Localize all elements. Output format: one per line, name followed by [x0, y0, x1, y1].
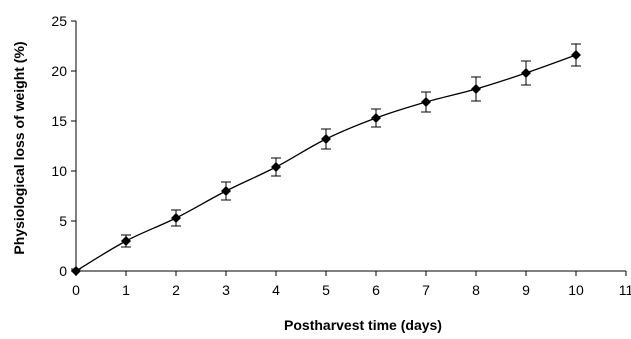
x-axis-ticks: 0 1 2 3 4 5 6 7 8 9 10 11 [72, 271, 631, 298]
data-point-marker [421, 97, 431, 107]
x-tick-label: 0 [72, 282, 80, 298]
data-point-marker [571, 50, 581, 60]
x-tick-label: 10 [568, 282, 584, 298]
y-tick-label: 25 [51, 13, 67, 29]
y-axis-ticks: 0 5 10 15 20 25 [51, 13, 76, 279]
y-tick-label: 20 [51, 63, 67, 79]
x-tick-label: 4 [272, 282, 280, 298]
x-tick-label: 9 [522, 282, 530, 298]
data-point-marker [371, 113, 381, 123]
x-axis-title: Postharvest time (days) [284, 317, 442, 333]
x-tick-label: 3 [222, 282, 230, 298]
x-tick-label: 6 [372, 282, 380, 298]
x-tick-label: 2 [172, 282, 180, 298]
data-point-marker [71, 266, 81, 276]
data-point-marker [121, 236, 131, 246]
y-tick-label: 5 [59, 213, 67, 229]
x-tick-label: 11 [619, 282, 631, 298]
x-tick-label: 8 [472, 282, 480, 298]
data-point-marker [471, 84, 481, 94]
x-tick-label: 1 [122, 282, 130, 298]
y-tick-label: 10 [51, 163, 67, 179]
data-point-marker [271, 162, 281, 172]
y-tick-label: 15 [51, 113, 67, 129]
x-tick-label: 5 [322, 282, 330, 298]
data-point-marker [171, 213, 181, 223]
data-point-marker [321, 134, 331, 144]
data-point-marker [521, 68, 531, 78]
data-point-marker [221, 186, 231, 196]
y-axis-title: Physiological loss of weight (%) [11, 41, 27, 254]
data-series [71, 43, 581, 276]
y-tick-label: 0 [59, 263, 67, 279]
series-line [75, 54, 577, 272]
axes [75, 21, 626, 272]
x-tick-label: 7 [422, 282, 430, 298]
